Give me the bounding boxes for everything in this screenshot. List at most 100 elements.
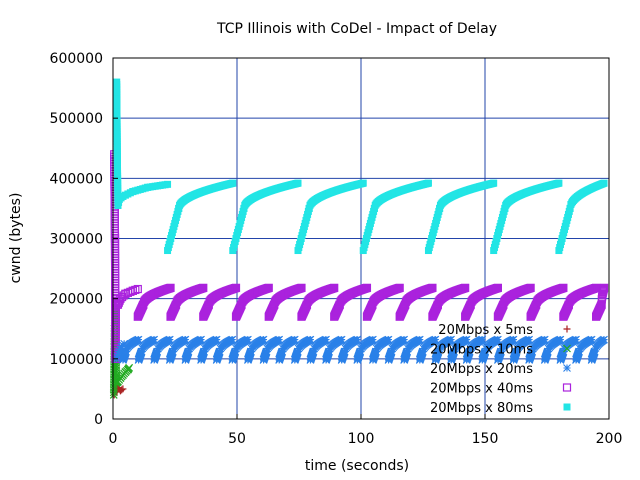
data-point bbox=[587, 335, 596, 344]
y-tick-label: 500000 bbox=[50, 111, 103, 127]
data-point bbox=[493, 283, 502, 292]
data-point bbox=[114, 350, 123, 358]
data-point bbox=[465, 347, 474, 356]
data-point bbox=[110, 214, 119, 223]
data-point bbox=[259, 335, 268, 344]
data-point bbox=[322, 335, 330, 344]
data-point bbox=[434, 347, 443, 356]
grid-lines bbox=[113, 58, 609, 419]
data-point bbox=[337, 335, 346, 344]
data-point bbox=[309, 347, 318, 356]
data-point bbox=[384, 335, 393, 344]
series-3-points bbox=[133, 283, 609, 321]
data-point bbox=[200, 347, 208, 356]
data-point bbox=[418, 347, 427, 356]
data-point bbox=[294, 179, 302, 187]
data-point bbox=[110, 224, 119, 233]
data-point bbox=[362, 283, 372, 292]
data-point bbox=[264, 283, 273, 292]
data-point bbox=[431, 335, 440, 344]
data-point bbox=[110, 217, 119, 226]
data-point bbox=[526, 283, 535, 292]
data-point bbox=[590, 347, 599, 356]
data-point bbox=[450, 347, 458, 356]
x-tick-label: 150 bbox=[472, 431, 499, 447]
legend-marker bbox=[563, 403, 571, 411]
data-point bbox=[387, 347, 396, 356]
x-axis-label: time (seconds) bbox=[305, 458, 409, 474]
data-point bbox=[122, 347, 130, 356]
data-point bbox=[415, 335, 424, 344]
data-point bbox=[528, 347, 537, 356]
data-point bbox=[572, 335, 580, 344]
data-point bbox=[600, 335, 608, 344]
data-point bbox=[134, 335, 143, 344]
data-point bbox=[356, 347, 365, 356]
series-4-points bbox=[113, 78, 172, 209]
data-point bbox=[110, 209, 119, 218]
data-point bbox=[496, 347, 505, 356]
data-point bbox=[428, 283, 437, 292]
series-4-points bbox=[164, 179, 608, 255]
data-point bbox=[128, 286, 137, 295]
data-point bbox=[120, 339, 129, 348]
legend-label: 20Mbps x 80ms bbox=[430, 401, 533, 416]
data-point bbox=[113, 352, 122, 361]
x-tick-label: 50 bbox=[228, 431, 246, 447]
legend-label: 20Mbps x 5ms bbox=[438, 323, 533, 338]
data-point bbox=[424, 179, 432, 187]
data-point bbox=[330, 283, 339, 292]
data-point bbox=[116, 345, 125, 354]
data-points bbox=[109, 78, 609, 399]
data-point bbox=[540, 335, 549, 344]
data-point bbox=[215, 347, 224, 356]
data-point bbox=[119, 385, 127, 393]
data-point bbox=[118, 386, 126, 394]
legend-marker bbox=[563, 325, 571, 333]
data-point bbox=[244, 335, 252, 344]
data-point bbox=[290, 335, 299, 344]
legend-label: 20Mbps x 10ms bbox=[430, 343, 533, 358]
data-point bbox=[164, 180, 172, 188]
data-point bbox=[559, 283, 568, 292]
data-point bbox=[199, 283, 208, 292]
data-point bbox=[131, 285, 140, 295]
data-point bbox=[543, 347, 552, 356]
data-point bbox=[110, 229, 120, 238]
data-point bbox=[395, 283, 404, 292]
legend-label: 20Mbps x 20ms bbox=[430, 362, 533, 377]
data-point bbox=[181, 335, 190, 344]
data-point bbox=[462, 335, 471, 344]
x-tick-label: 100 bbox=[348, 431, 375, 447]
data-point bbox=[246, 347, 255, 356]
data-point bbox=[212, 335, 221, 344]
series-3-points bbox=[113, 284, 142, 309]
x-tick-label: 200 bbox=[596, 431, 623, 447]
series-2-points bbox=[119, 335, 608, 364]
data-point bbox=[197, 335, 205, 344]
data-point bbox=[369, 335, 377, 344]
data-point bbox=[275, 335, 284, 344]
data-point bbox=[599, 283, 609, 292]
data-point bbox=[600, 179, 608, 187]
data-point bbox=[278, 347, 287, 356]
data-point bbox=[340, 347, 349, 356]
data-point bbox=[306, 335, 315, 344]
data-point bbox=[555, 179, 563, 187]
data-point bbox=[400, 335, 409, 344]
data-point bbox=[494, 335, 502, 344]
data-point bbox=[153, 347, 162, 356]
y-tick-label: 400000 bbox=[50, 171, 103, 187]
chart-title: TCP Illinois with CoDel - Impact of Dela… bbox=[216, 21, 497, 37]
data-point bbox=[481, 347, 490, 356]
data-point bbox=[447, 335, 455, 344]
data-point bbox=[110, 212, 119, 221]
legend-marker bbox=[563, 364, 571, 372]
data-point bbox=[478, 335, 487, 344]
x-tick-label: 0 bbox=[109, 431, 118, 447]
data-point bbox=[133, 284, 142, 294]
data-point bbox=[228, 335, 237, 344]
data-point bbox=[166, 283, 175, 292]
data-point bbox=[490, 179, 498, 187]
